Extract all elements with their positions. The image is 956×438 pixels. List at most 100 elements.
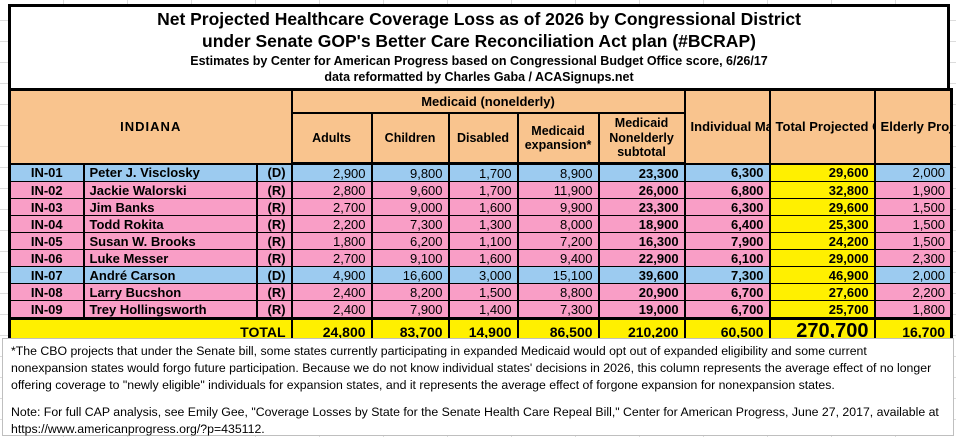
cell-disabled: 1,100 (447, 232, 519, 250)
cell-adults: 2,200 (290, 215, 373, 233)
cell-party: (D) (255, 163, 293, 182)
cell-subtotal: 16,300 (597, 232, 686, 250)
cell-representative: Jim Banks (82, 198, 258, 216)
table-row: IN-06 Luke Messer (R) 2,700 9,100 1,600 … (8, 249, 953, 267)
cell-representative: Jackie Walorski (82, 181, 258, 199)
state-label: INDIANA (8, 89, 293, 165)
cell-individual-market: 6,100 (683, 249, 771, 267)
cell-subtotal: 23,300 (597, 198, 686, 216)
cell-children: 8,200 (370, 283, 450, 301)
cell-total-loss: 25,300 (768, 215, 876, 233)
footnotes: *The CBO projects that under the Senate … (2, 338, 954, 436)
col-header-children: Children (370, 112, 450, 165)
col-header-subtotal: Medicaid Nonelderly subtotal (597, 112, 686, 165)
cell-disabled: 3,000 (447, 266, 519, 284)
cell-subtotal: 18,900 (597, 215, 686, 233)
table-row: IN-04 Todd Rokita (R) 2,200 7,300 1,300 … (8, 215, 953, 233)
cell-adults: 2,700 (290, 249, 373, 267)
cell-district: IN-06 (8, 249, 85, 267)
source-note: Note: For full CAP analysis, see Emily G… (11, 404, 939, 436)
cell-adults: 2,900 (290, 163, 373, 182)
cell-subtotal: 19,000 (597, 300, 686, 319)
cell-adults: 1,800 (290, 232, 373, 250)
cell-adults: 2,400 (290, 283, 373, 301)
cell-individual-market: 6,700 (683, 283, 771, 301)
cell-total-loss: 46,900 (768, 266, 876, 284)
cell-subtotal: 22,900 (597, 249, 686, 267)
cell-elderly: 1,900 (873, 181, 953, 199)
table-row: IN-02 Jackie Walorski (R) 2,800 9,600 1,… (8, 181, 953, 199)
cell-children: 9,000 (370, 198, 450, 216)
cell-individual-market: 6,300 (683, 198, 771, 216)
cell-district: IN-01 (8, 163, 85, 182)
cell-individual-market: 6,800 (683, 181, 771, 199)
cell-district: IN-04 (8, 215, 85, 233)
cell-disabled: 1,700 (447, 181, 519, 199)
table-row: IN-05 Susan W. Brooks (R) 1,800 6,200 1,… (8, 232, 953, 250)
subtitle-source: Estimates by Center for American Progres… (190, 53, 768, 68)
cell-party: (R) (255, 249, 293, 267)
cell-disabled: 1,400 (447, 300, 519, 319)
cell-representative: André Carson (82, 266, 258, 284)
table-row: IN-01 Peter J. Visclosky (D) 2,900 9,800… (8, 163, 953, 182)
cell-elderly: 1,500 (873, 215, 953, 233)
cell-district: IN-02 (8, 181, 85, 199)
cell-elderly: 2,000 (873, 266, 953, 284)
cell-expansion: 7,300 (516, 300, 600, 319)
cell-district: IN-03 (8, 198, 85, 216)
cell-subtotal: 23,300 (597, 163, 686, 182)
col-header-disabled: Disabled (447, 112, 519, 165)
cell-children: 9,100 (370, 249, 450, 267)
cell-disabled: 1,600 (447, 249, 519, 267)
cell-elderly: 2,200 (873, 283, 953, 301)
cell-elderly: 1,500 (873, 198, 953, 216)
cell-elderly: 1,800 (873, 300, 953, 319)
cell-children: 9,800 (370, 163, 450, 182)
cell-representative: Peter J. Visclosky (82, 163, 258, 182)
cell-expansion: 9,900 (516, 198, 600, 216)
cell-expansion: 8,900 (516, 163, 600, 182)
cell-district: IN-05 (8, 232, 85, 250)
cell-total-loss: 29,600 (768, 163, 876, 182)
col-header-adults: Adults (290, 112, 373, 165)
cell-elderly: 2,300 (873, 249, 953, 267)
expansion-footnote: *The CBO projects that under the Senate … (11, 344, 932, 393)
cell-district: IN-08 (8, 283, 85, 301)
cell-adults: 2,800 (290, 181, 373, 199)
cell-individual-market: 6,700 (683, 300, 771, 319)
cell-representative: Trey Hollingsworth (82, 300, 258, 319)
cell-total-loss: 25,700 (768, 300, 876, 319)
cell-adults: 2,400 (290, 300, 373, 319)
cell-elderly: 1,500 (873, 232, 953, 250)
cell-adults: 2,700 (290, 198, 373, 216)
cell-subtotal: 20,900 (597, 283, 686, 301)
medicaid-group-header: Medicaid (nonelderly) (290, 89, 686, 114)
col-header-elderly: Elderly Projected to lose Medicaid (873, 89, 953, 165)
col-header-expansion: Medicaid expansion* (516, 112, 600, 165)
cell-disabled: 1,500 (447, 283, 519, 301)
cell-disabled: 1,700 (447, 163, 519, 182)
title-block: Net Projected Healthcare Coverage Loss a… (8, 4, 950, 92)
table-row: IN-03 Jim Banks (R) 2,700 9,000 1,600 9,… (8, 198, 953, 216)
cell-children: 6,200 (370, 232, 450, 250)
cell-party: (R) (255, 232, 293, 250)
subtitle-credit: data reformatted by Charles Gaba / ACASi… (324, 70, 634, 84)
cell-total-loss: 24,200 (768, 232, 876, 250)
cell-individual-market: 7,900 (683, 232, 771, 250)
coverage-loss-table: INDIANA Medicaid (nonelderly) Individual… (8, 88, 954, 346)
cell-individual-market: 7,300 (683, 266, 771, 284)
page-title-line2: under Senate GOP's Better Care Reconcili… (202, 30, 756, 51)
cell-expansion: 9,400 (516, 249, 600, 267)
cell-district: IN-09 (8, 300, 85, 319)
cell-expansion: 7,200 (516, 232, 600, 250)
cell-party: (R) (255, 198, 293, 216)
cell-children: 7,300 (370, 215, 450, 233)
col-header-individual-market: Individual Market (683, 89, 771, 165)
cell-adults: 4,900 (290, 266, 373, 284)
cell-children: 7,900 (370, 300, 450, 319)
cell-representative: Susan W. Brooks (82, 232, 258, 250)
cell-total-loss: 29,000 (768, 249, 876, 267)
cell-party: (R) (255, 300, 293, 319)
table-row: IN-08 Larry Bucshon (R) 2,400 8,200 1,50… (8, 283, 953, 301)
col-header-total-projected-loss: Total Projected Coverage Loss (768, 89, 876, 165)
